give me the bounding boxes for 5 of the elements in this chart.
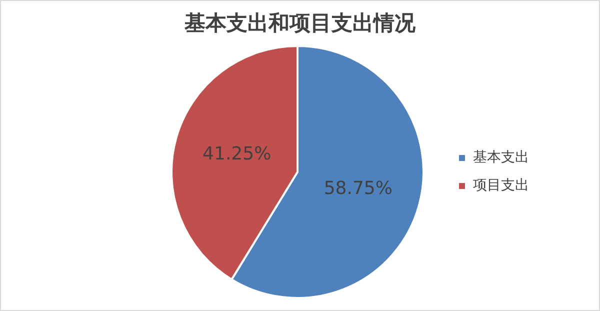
data-label: 58.75% xyxy=(324,178,392,199)
data-label: 41.25% xyxy=(202,144,272,165)
chart-title: 基本支出和项目支出情况 xyxy=(184,9,416,37)
legend-label: 项目支出 xyxy=(473,178,529,194)
legend-label: 基本支出 xyxy=(473,150,529,166)
